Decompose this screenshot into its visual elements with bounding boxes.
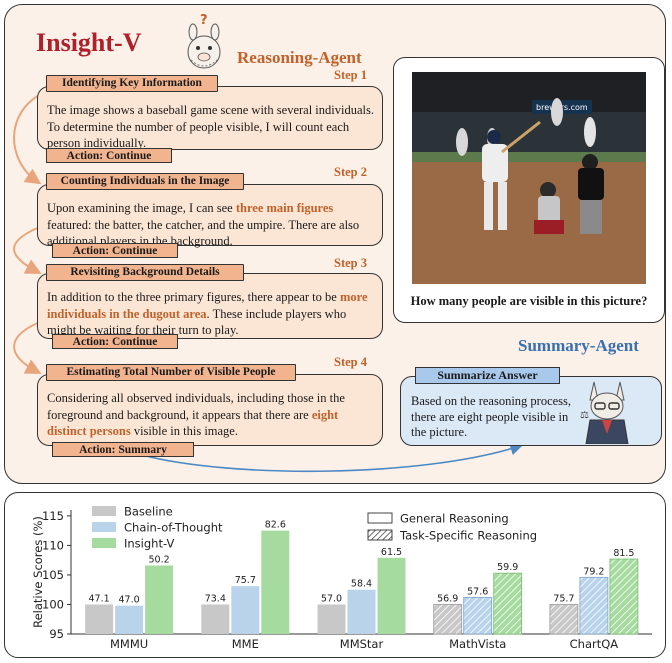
step-1-heading: Identifying Key Information bbox=[46, 75, 218, 92]
step-4-text-before: Considering all observed individuals, in… bbox=[47, 391, 345, 422]
style-legend-label-0: General Reasoning bbox=[400, 512, 509, 526]
bar-value-label: 61.5 bbox=[381, 547, 402, 558]
baseball-scene-image: brewers.com bbox=[412, 72, 646, 284]
legend-swatch-0 bbox=[92, 506, 116, 516]
step-1-action: Action: Continue bbox=[46, 148, 172, 163]
step-4-highlight: eight distinct persons bbox=[47, 407, 339, 439]
bar-MME-1 bbox=[231, 586, 260, 634]
bar-MathVista-0 bbox=[433, 604, 463, 635]
bar-MathVista-1 bbox=[463, 596, 493, 635]
bar-ChartQA-0 bbox=[549, 604, 579, 635]
style-legend-label-1: Task-Specific Reasoning bbox=[399, 529, 537, 543]
judge-llama-icon: ⚖ bbox=[580, 381, 629, 444]
y-tick-label: 100 bbox=[42, 597, 64, 611]
legend-label-1: Chain-of-Thought bbox=[124, 521, 223, 535]
step-3-highlight: more individuals in the dugout area bbox=[47, 290, 368, 321]
step-1-box: The image shows a baseball game scene wi… bbox=[37, 86, 383, 150]
y-tick-label: 105 bbox=[42, 568, 64, 582]
bar-MME-2 bbox=[261, 530, 290, 634]
legend-label-2: Insight-V bbox=[124, 537, 174, 551]
bar-MMMU-1 bbox=[115, 605, 144, 634]
summary-agent-title: Summary-Agent bbox=[518, 336, 639, 355]
thinking-llama-icon: ? bbox=[187, 13, 221, 69]
question-text: How many people are visible in this pict… bbox=[410, 294, 648, 308]
bar-MathVista-2 bbox=[493, 572, 523, 635]
summary-heading: Summarize Answer bbox=[415, 367, 560, 384]
step-3-text-before: In addition to the three primary figures… bbox=[47, 290, 340, 304]
bar-MMStar-1 bbox=[347, 589, 376, 634]
bar-MMMU-2 bbox=[145, 565, 174, 634]
step-3-text-after: . These include players who might be wai… bbox=[47, 306, 347, 338]
bar-value-label: 56.9 bbox=[437, 593, 458, 604]
step-3-heading: Revisiting Background Details bbox=[46, 264, 244, 281]
bar-value-label: 47.0 bbox=[119, 595, 140, 606]
style-legend-swatch-1 bbox=[367, 529, 393, 541]
step-2-label: Step 2 bbox=[334, 165, 367, 179]
x-tick-label: ChartQA bbox=[570, 637, 619, 651]
bar-value-label: 79.2 bbox=[583, 566, 604, 577]
x-tick-label: MME bbox=[232, 637, 259, 651]
bar-MMStar-0 bbox=[317, 604, 346, 634]
step-2-heading: Counting Individuals in the Image bbox=[46, 173, 244, 190]
step-3-action: Action: Continue bbox=[52, 334, 178, 349]
bar-value-label: 57.6 bbox=[467, 586, 488, 597]
step-2-text-before: Upon examining the image, I can see bbox=[47, 201, 236, 215]
legend-label-0: Baseline bbox=[124, 505, 173, 519]
step-4-text-after: visible in this image. bbox=[130, 424, 238, 438]
bar-ChartQA-2 bbox=[609, 558, 639, 635]
y-tick-label: 95 bbox=[49, 627, 64, 641]
x-tick-label: MMMU bbox=[110, 637, 148, 651]
image-question-card: brewers.com How many people are visible … bbox=[393, 57, 665, 323]
x-tick-label: MathVista bbox=[449, 637, 506, 651]
bar-value-label: 59.9 bbox=[497, 562, 518, 573]
legend-swatch-1 bbox=[92, 522, 116, 532]
bar-value-label: 47.1 bbox=[89, 593, 110, 604]
x-tick-label: MMStar bbox=[340, 637, 384, 651]
legend-swatch-2 bbox=[92, 538, 116, 548]
style-legend-swatch-0 bbox=[367, 512, 393, 524]
step-2-action: Action: Continue bbox=[52, 243, 178, 258]
y-tick-label: 115 bbox=[42, 509, 64, 523]
bar-value-label: 81.5 bbox=[613, 548, 634, 559]
bar-value-label: 50.2 bbox=[149, 555, 170, 566]
bar-value-label: 57.0 bbox=[321, 593, 342, 604]
bar-MMStar-2 bbox=[377, 557, 406, 634]
step-4-action: Action: Summary bbox=[52, 442, 194, 457]
step-4-box: Considering all observed individuals, in… bbox=[37, 374, 383, 446]
bar-ChartQA-1 bbox=[579, 576, 609, 635]
bar-MMMU-0 bbox=[85, 604, 114, 634]
step-4-heading: Estimating Total Number of Visible Peopl… bbox=[46, 364, 296, 381]
svg-text:⚖: ⚖ bbox=[580, 410, 589, 421]
step-4-label: Step 4 bbox=[334, 355, 367, 369]
y-axis-label: Relative Scores (%) bbox=[31, 516, 45, 628]
step-1-label: Step 1 bbox=[334, 68, 367, 82]
step-1-text: The image shows a baseball game scene wi… bbox=[47, 103, 374, 150]
step-3-box: In addition to the three primary figures… bbox=[37, 273, 383, 339]
step-3-label: Step 3 bbox=[334, 256, 367, 270]
bar-value-label: 75.7 bbox=[235, 575, 256, 586]
bar-value-label: 75.7 bbox=[553, 593, 574, 604]
bar-value-label: 58.4 bbox=[351, 579, 372, 590]
summary-text: Based on the reasoning process, there ar… bbox=[411, 394, 572, 439]
svg-text:?: ? bbox=[200, 13, 208, 28]
app-title: Insight-V bbox=[36, 28, 142, 57]
bar-value-label: 73.4 bbox=[205, 593, 226, 604]
step-2-highlight: three main figures bbox=[235, 201, 334, 215]
reasoning-agent-title: Reasoning-Agent bbox=[237, 48, 362, 67]
y-tick-label: 110 bbox=[42, 538, 64, 552]
bar-MME-0 bbox=[201, 604, 230, 634]
bar-value-label: 82.6 bbox=[265, 520, 286, 531]
